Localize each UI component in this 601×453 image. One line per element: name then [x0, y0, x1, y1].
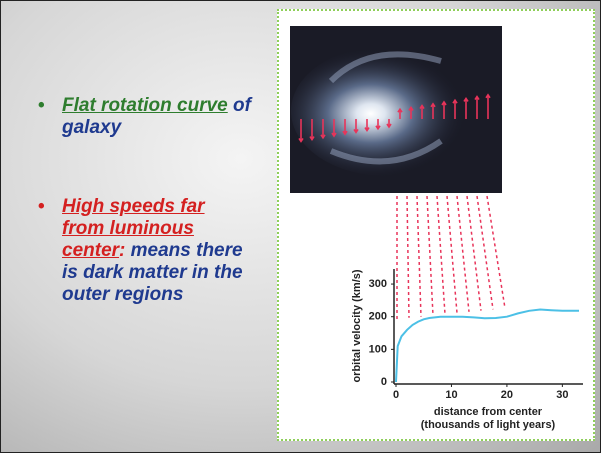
slide: Flat rotation curve of galaxy High speed…: [0, 0, 601, 453]
x-tick-label: 20: [501, 389, 513, 401]
x-tick-label: 30: [556, 389, 568, 401]
y-tick-label: 0: [381, 376, 387, 388]
x-axis-label: (thousands of light years): [421, 419, 556, 431]
dash: [457, 196, 469, 312]
figure: orbital velocity (km/s) distance from ce…: [1, 1, 600, 452]
dash: [407, 196, 409, 318]
y-tick-label: 200: [369, 311, 387, 323]
dash: [437, 196, 445, 314]
y-tick-label: 300: [369, 278, 387, 290]
y-tick-label: 100: [369, 343, 387, 355]
dash: [467, 196, 481, 311]
dash: [447, 196, 457, 313]
rotation-curve: [396, 310, 579, 383]
projection-lines: [397, 196, 505, 319]
x-axis-label: distance from center: [434, 406, 543, 418]
dash: [417, 196, 421, 317]
dash: [427, 196, 433, 315]
y-axis-label: orbital velocity (km/s): [351, 269, 363, 382]
galaxy: [291, 46, 481, 176]
x-tick-label: 0: [393, 389, 399, 401]
x-tick-label: 10: [445, 389, 457, 401]
